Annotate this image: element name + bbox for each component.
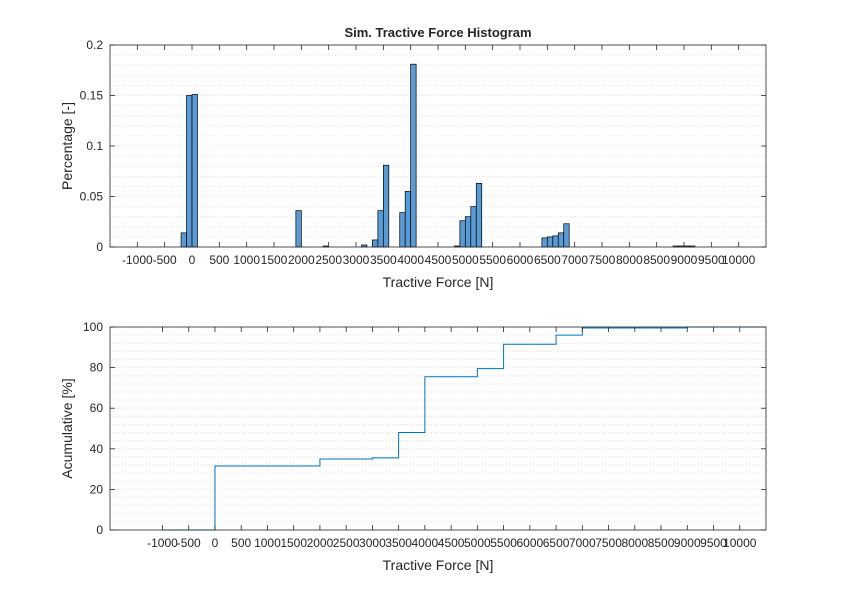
cumulative-y-tick-label: 20 (90, 482, 104, 496)
histogram-x-tick-label: 4500 (425, 253, 452, 267)
histogram-ticks: -1000 -500 0 500 1000 1500 2000 2500 3000 3500 400… (80, 38, 766, 267)
histogram-x-tick-label: -1000 (122, 253, 153, 267)
histogram-x-tick-label: 0 (189, 253, 196, 267)
histogram-x-tick-label: 6500 (534, 253, 561, 267)
cumulative-x-tick-label: -1000 (147, 536, 178, 550)
cumulative-x-tick-label: 8000 (621, 536, 648, 550)
histogram-bar-2 (191, 94, 198, 248)
histogram-bar-11 (410, 63, 417, 248)
histogram-x-tick-label: 3500 (370, 253, 397, 267)
cumulative-ticks: -1000-500 0 500 1000 1500 2000 2500 3000 3500 400… (83, 320, 766, 550)
histogram-x-tick-label: 1500 (261, 253, 288, 267)
histogram-bars (180, 63, 696, 248)
cumulative-y-tick-label: 40 (90, 442, 104, 456)
histogram-plot-area (110, 45, 766, 247)
cumulative-x-tick-label: -500 (177, 536, 201, 550)
histogram-bar-0 (180, 232, 187, 248)
histogram-bar-1 (186, 95, 193, 248)
histogram-bar-10 (404, 191, 412, 248)
histogram-bar-3 (295, 210, 302, 248)
histogram-bar-19 (552, 235, 559, 248)
histogram-bar-8 (382, 164, 390, 248)
histogram-title: Sim. Tractive Force Histogram (344, 25, 531, 40)
cumulative-series (162, 326, 766, 531)
cumulative-x-tick-label: 2500 (333, 536, 360, 550)
cumulative-x-tick-label: 8500 (648, 536, 675, 550)
cumulative-line-0 (162, 326, 766, 531)
histogram-y-tick-label: 0.1 (86, 139, 103, 153)
cumulative-x-tick-label: 7000 (569, 536, 596, 550)
cumulative-x-tick-label: 5000 (464, 536, 491, 550)
cumulative-axes-box (109, 326, 767, 531)
histogram-bar-18 (546, 236, 554, 248)
cumulative-x-tick-label: 500 (231, 536, 251, 550)
histogram-x-tick-label: 7000 (561, 253, 588, 267)
histogram-y-tick-label: 0.15 (80, 89, 104, 103)
histogram-y-tick-label: 0 (96, 240, 103, 254)
histogram-x-label: Tractive Force [N] (383, 274, 494, 290)
cumulative-x-tick-label: 4500 (438, 536, 465, 550)
cumulative-x-tick-label: 9000 (674, 536, 701, 550)
histogram-x-tick-label: 1000 (233, 253, 260, 267)
histogram-bar-14 (464, 216, 472, 248)
histogram-bar-17 (541, 237, 548, 248)
histogram-bar-16 (475, 183, 483, 248)
histogram-y-tick-label: 0.2 (86, 38, 103, 52)
histogram-x-tick-label: 7500 (589, 253, 616, 267)
histogram-x-tick-label: 5000 (452, 253, 479, 267)
histogram-x-tick-label: -500 (153, 253, 177, 267)
cumulative-grid (110, 326, 766, 531)
histogram-x-tick-label: 500 (209, 253, 229, 267)
cumulative-x-tick-label: 1500 (280, 536, 307, 550)
histogram-bar-21 (563, 223, 570, 248)
cumulative-y-tick-label: 100 (83, 320, 103, 334)
cumulative-y-tick-label: 0 (96, 523, 103, 537)
cumulative-x-tick-label: 6500 (543, 536, 570, 550)
histogram-y-tick-label: 0.05 (80, 190, 104, 204)
cumulative-plot-area (110, 327, 766, 530)
cumulative-y-tick-label: 60 (90, 401, 104, 415)
histogram-bar-13 (459, 220, 466, 248)
histogram-grid (110, 44, 766, 248)
histogram-x-tick-label: 5500 (479, 253, 506, 267)
cumulative-x-tick-label: 5500 (490, 536, 517, 550)
histogram-x-tick-label: 8000 (616, 253, 643, 267)
histogram-bar-9 (399, 212, 406, 248)
cumulative-x-tick-label: 3000 (359, 536, 386, 550)
histogram-x-tick-label: 3000 (343, 253, 370, 267)
histogram-x-tick-label: 2500 (315, 253, 342, 267)
histogram-x-tick-label: 8500 (643, 253, 670, 267)
cumulative-y-label: Acumulative [%] (59, 378, 75, 478)
histogram-bar-7 (377, 210, 384, 248)
histogram-bar-20 (557, 232, 565, 248)
histogram-bar-15 (470, 206, 477, 248)
cumulative-axes: -1000-500 0 500 1000 1500 2000 2500 3000 3500 400… (59, 320, 767, 573)
cumulative-x-tick-label: 7500 (595, 536, 622, 550)
cumulative-x-tick-label: 1000 (254, 536, 281, 550)
histogram-y-label: Percentage [-] (59, 102, 75, 190)
histogram-x-tick-label: 10000 (722, 253, 756, 267)
histogram-x-tick-label: 4000 (397, 253, 424, 267)
histogram-bar-6 (372, 239, 379, 248)
histogram-x-tick-label: 9500 (698, 253, 725, 267)
cumulative-x-label: Tractive Force [N] (383, 557, 494, 573)
cumulative-x-tick-label: 0 (212, 536, 219, 550)
cumulative-x-tick-label: 3500 (385, 536, 412, 550)
cumulative-y-tick-label: 80 (90, 361, 104, 375)
histogram-x-tick-label: 2000 (288, 253, 315, 267)
histogram-axes: -1000 -500 0 500 1000 1500 2000 2500 3000 3500 400… (59, 25, 767, 290)
cumulative-x-tick-label: 9500 (700, 536, 727, 550)
cumulative-x-tick-label: 4000 (412, 536, 439, 550)
cumulative-x-tick-label: 2000 (307, 536, 334, 550)
histogram-x-tick-label: 9000 (671, 253, 698, 267)
cumulative-x-tick-label: 6000 (516, 536, 543, 550)
histogram-x-tick-label: 6000 (507, 253, 534, 267)
cumulative-x-tick-label: 10000 (723, 536, 757, 550)
